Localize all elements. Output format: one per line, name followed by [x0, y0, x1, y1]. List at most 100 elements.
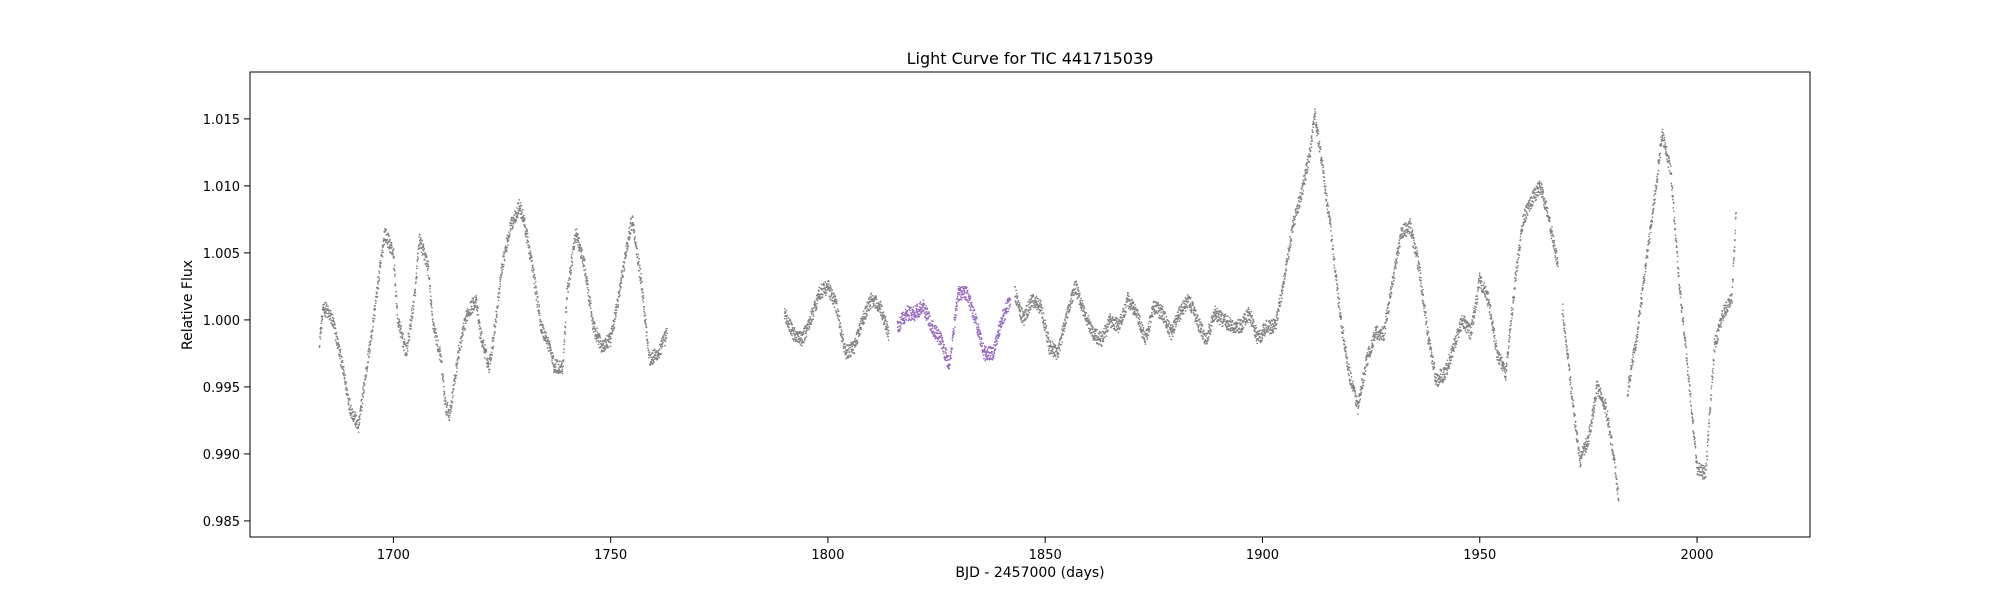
data-point	[1167, 320, 1170, 323]
data-point	[491, 351, 493, 354]
data-point	[432, 318, 434, 320]
data-point	[645, 334, 648, 337]
data-point	[785, 317, 788, 320]
data-point	[503, 258, 506, 261]
data-point	[424, 252, 427, 254]
data-point	[566, 287, 569, 290]
data-point	[579, 249, 582, 252]
data-point	[343, 369, 345, 372]
data-point	[532, 266, 535, 269]
data-point	[582, 258, 584, 261]
data-point	[460, 337, 462, 340]
data-point	[939, 343, 941, 346]
data-point	[386, 238, 389, 241]
data-point	[509, 222, 512, 225]
data-point	[1097, 336, 1100, 338]
data-point	[1050, 352, 1053, 355]
data-point	[1244, 313, 1246, 316]
data-point	[377, 287, 380, 290]
data-point	[866, 314, 869, 317]
data-point	[625, 255, 627, 258]
data-point	[596, 337, 599, 339]
data-point	[483, 346, 485, 348]
data-point	[359, 413, 362, 416]
data-point	[391, 246, 393, 249]
data-point	[638, 264, 641, 267]
data-point	[833, 306, 836, 309]
data-point	[414, 282, 417, 285]
data-point	[499, 280, 502, 283]
data-point	[451, 396, 454, 399]
data-point	[590, 314, 593, 317]
data-point	[393, 257, 395, 259]
data-point	[1284, 277, 1286, 280]
data-point	[623, 266, 625, 269]
data-point	[571, 257, 573, 260]
data-point	[460, 345, 463, 348]
data-point	[886, 320, 888, 323]
data-point	[386, 243, 389, 245]
data-point	[359, 418, 361, 420]
data-point	[421, 246, 423, 249]
data-point	[662, 336, 665, 338]
data-point	[613, 320, 616, 323]
data-point	[873, 298, 876, 301]
data-point	[1059, 339, 1061, 342]
data-point	[638, 269, 641, 272]
data-point	[513, 214, 516, 217]
data-point	[1269, 321, 1272, 323]
data-point	[1147, 334, 1150, 336]
data-point	[935, 335, 937, 338]
data-point	[427, 265, 430, 268]
data-point	[406, 350, 409, 352]
data-point	[629, 232, 632, 235]
data-point	[414, 294, 417, 297]
data-point	[1091, 334, 1094, 336]
data-point	[439, 353, 442, 355]
data-point	[1109, 315, 1112, 318]
data-point	[1254, 330, 1257, 333]
data-point	[1080, 297, 1082, 300]
data-point	[380, 261, 382, 264]
data-point	[629, 221, 632, 224]
data-point	[327, 305, 329, 308]
data-point	[1019, 305, 1022, 308]
data-point	[478, 328, 481, 330]
data-point	[571, 264, 574, 267]
data-point	[612, 329, 615, 332]
data-point	[1190, 311, 1193, 314]
data-point	[1153, 300, 1156, 303]
data-point	[952, 335, 954, 338]
data-point	[588, 295, 591, 298]
data-point	[903, 321, 906, 324]
data-point	[854, 337, 857, 340]
data-point	[943, 343, 946, 346]
data-point	[391, 251, 394, 254]
data-point	[1054, 355, 1057, 357]
data-point	[1031, 304, 1034, 307]
data-point	[521, 208, 524, 211]
data-point	[832, 300, 834, 302]
data-point	[1057, 355, 1059, 357]
data-point	[810, 318, 812, 321]
data-point	[426, 265, 429, 267]
data-point	[444, 396, 447, 399]
data-point	[645, 326, 648, 329]
data-point	[581, 262, 584, 265]
data-point	[368, 352, 371, 354]
data-point	[646, 338, 649, 341]
data-point	[1080, 309, 1083, 311]
data-point	[546, 336, 548, 339]
data-point	[1210, 324, 1213, 327]
data-point	[638, 257, 640, 260]
data-point	[1049, 344, 1052, 346]
data-point	[998, 334, 1001, 337]
data-point	[352, 420, 355, 423]
data-point	[1326, 194, 1328, 197]
data-point	[324, 311, 327, 313]
data-point	[934, 324, 937, 327]
data-point	[424, 258, 426, 261]
data-point	[377, 283, 380, 285]
data-point	[618, 292, 620, 295]
data-point	[801, 344, 803, 347]
